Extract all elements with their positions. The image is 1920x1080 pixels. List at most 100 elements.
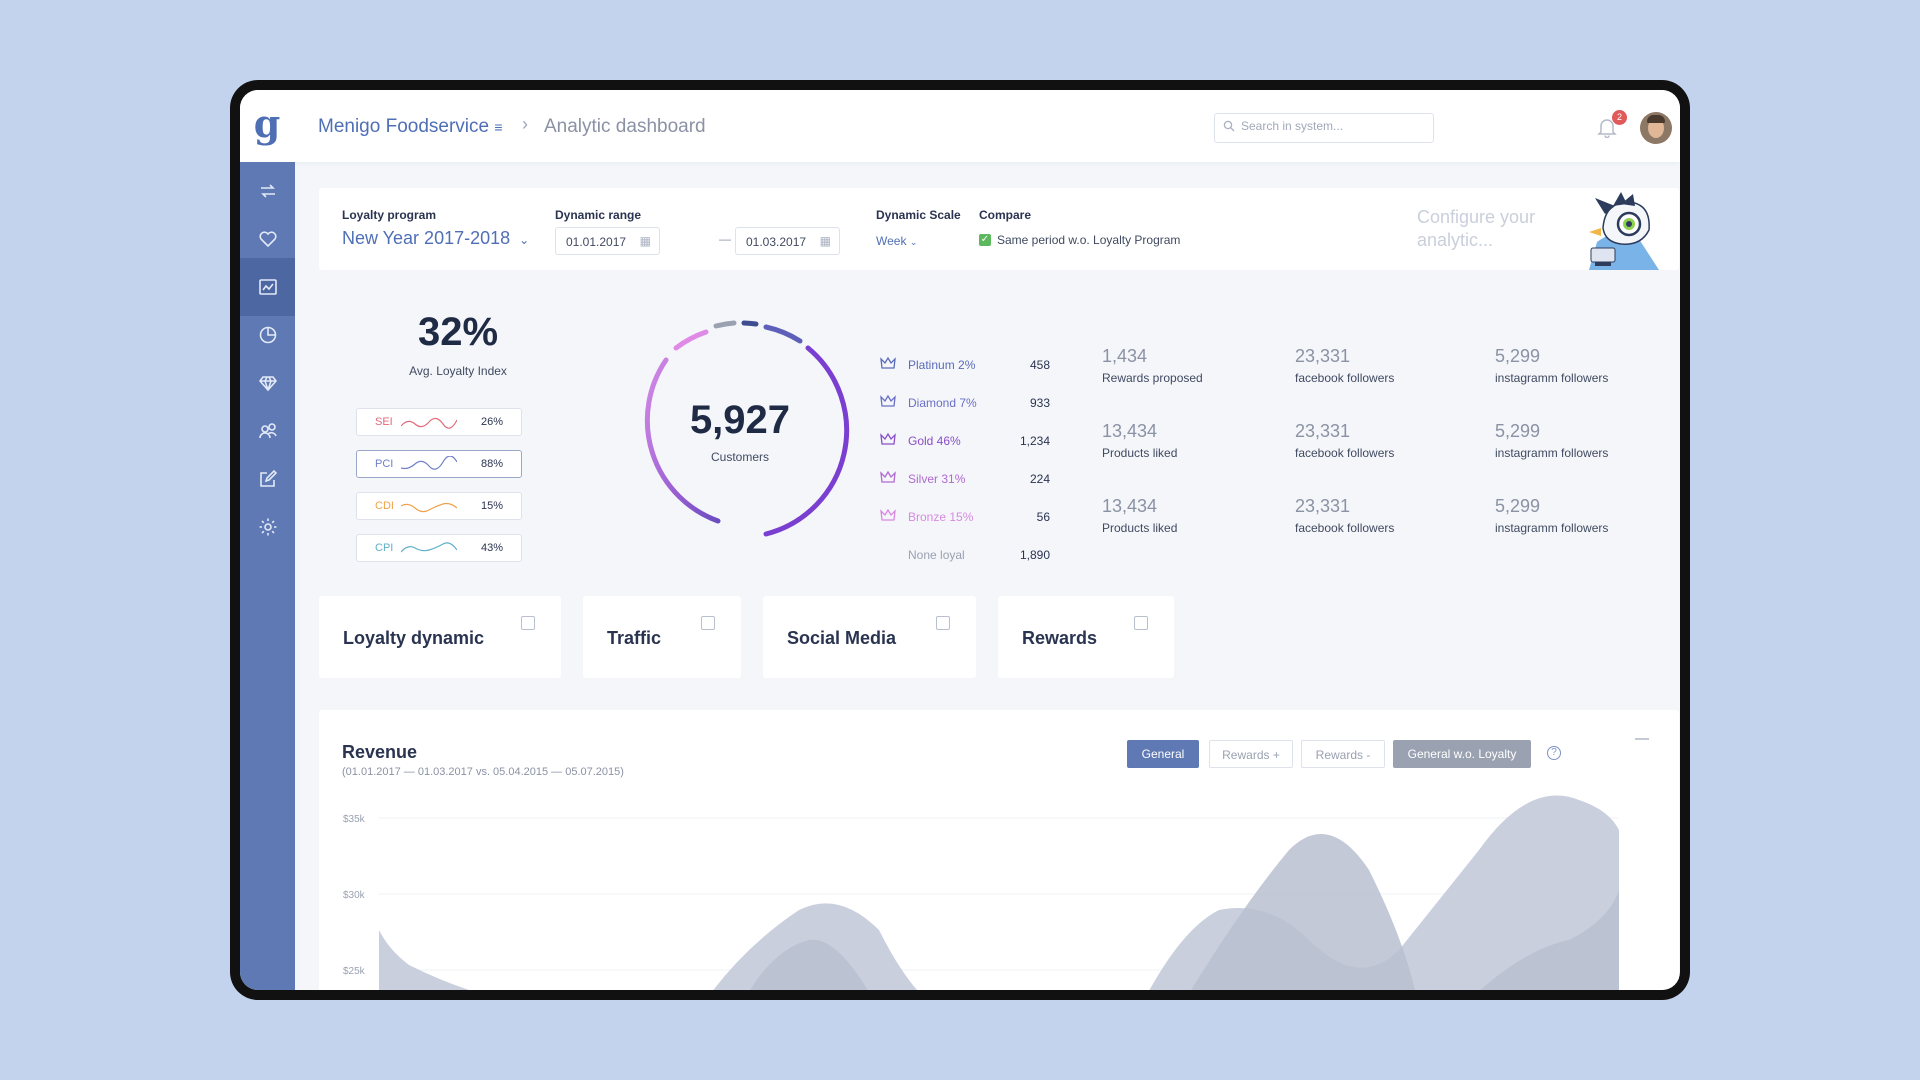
avatar[interactable] [1640, 112, 1672, 144]
sidebar-item-switch[interactable] [240, 162, 295, 220]
sidebar-item-rewards[interactable] [240, 354, 295, 412]
stat-label: Rewards proposed [1102, 371, 1203, 385]
compare-checkbox[interactable]: ✓ [979, 234, 991, 246]
tab-checkbox[interactable] [701, 616, 715, 630]
configure-hint[interactable]: Configure your analytic... [1417, 207, 1536, 250]
stat-item: 5,299 instagramm followers [1495, 346, 1675, 385]
breadcrumb-company[interactable]: Menigo Foodservice ≡ [318, 116, 503, 138]
heart-icon [258, 231, 277, 248]
date-to-value: 01.03.2017 [746, 235, 807, 249]
tab-checkbox[interactable] [521, 616, 535, 630]
sidebar-item-reports[interactable] [240, 306, 295, 364]
sidebar-item-customers[interactable] [240, 402, 295, 460]
stat-item: 23,331 facebook followers [1295, 346, 1475, 385]
edit-icon [259, 469, 277, 487]
date-from-value: 01.01.2017 [566, 235, 627, 249]
stat-value: 23,331 [1295, 496, 1351, 516]
sidebar-item-favorites[interactable] [240, 210, 295, 268]
stat-label: instagramm followers [1495, 521, 1609, 535]
tab-social-media[interactable]: Social Media [763, 596, 976, 678]
tier-count: 1,234 [1019, 434, 1050, 448]
tier-count: 224 [1029, 472, 1050, 486]
stat-label: facebook followers [1295, 521, 1395, 535]
tab-rewards[interactable]: Rewards [998, 596, 1174, 678]
stat-item: 13,434 Products liked [1102, 421, 1282, 460]
index-row-pci[interactable]: PCI 88% [356, 450, 522, 478]
stat-label: facebook followers [1295, 446, 1395, 460]
stat-value: 5,299 [1495, 421, 1541, 441]
filter-general-button[interactable]: General [1127, 740, 1199, 768]
scale-select[interactable]: Week ⌄ [876, 234, 917, 248]
stat-item: 23,331 facebook followers [1295, 421, 1475, 460]
tier-name: Silver 31% [908, 472, 966, 486]
tier-name: None loyal [908, 548, 965, 562]
index-name: CDI [375, 500, 394, 512]
scale-label: Dynamic Scale [876, 208, 961, 222]
tier-count: 933 [1029, 396, 1050, 410]
tab-traffic[interactable]: Traffic [583, 596, 741, 678]
donut-arc-none [713, 320, 737, 329]
index-row-cpi[interactable]: CPI 43% [356, 534, 522, 562]
stat-label: Products liked [1102, 521, 1178, 535]
sidebar-item-settings[interactable] [240, 498, 295, 556]
index-value: 43% [480, 542, 503, 554]
avg-loyalty-value: 32% [417, 310, 499, 354]
stat-value: 5,299 [1495, 346, 1541, 366]
stat-label: Products liked [1102, 446, 1178, 460]
sidebar [240, 162, 295, 990]
chevron-down-icon: ⌄ [519, 233, 530, 247]
donut-arc-main [644, 357, 721, 524]
sidebar-item-analytics[interactable] [240, 258, 295, 316]
date-from-input[interactable]: 01.01.2017 ▦ [555, 227, 660, 255]
calendar-icon: ▦ [639, 234, 651, 248]
sparkline [401, 542, 457, 553]
switch-icon [260, 184, 275, 198]
search-box[interactable] [1214, 113, 1434, 143]
filter-general-wo-loyalty-button[interactable]: General w.o. Loyalty [1393, 740, 1531, 768]
date-to-input[interactable]: 01.03.2017 ▦ [735, 227, 840, 255]
tab-checkbox[interactable] [1134, 616, 1148, 630]
diamond-icon [258, 376, 277, 392]
search-icon [1223, 120, 1235, 135]
stat-label: facebook followers [1295, 371, 1395, 385]
tier-name: Bronze 15% [908, 510, 974, 524]
tier-row: Gold 46% 1,234 [880, 432, 1050, 452]
company-menu-icon: ≡ [494, 119, 503, 135]
stat-value: 13,434 [1102, 421, 1158, 441]
tab-checkbox[interactable] [936, 616, 950, 630]
tab-label: Rewards [1022, 628, 1098, 648]
sidebar-item-edit[interactable] [240, 450, 295, 508]
tier-count: 458 [1029, 358, 1050, 372]
stat-value: 13,434 [1102, 496, 1158, 516]
page-title: Analytic dashboard [544, 116, 706, 137]
program-select[interactable]: New Year 2017-2018 ⌄ [342, 228, 529, 249]
app-logo[interactable]: g [253, 101, 281, 146]
tier-count: 1,890 [1019, 548, 1050, 562]
company-name: Menigo Foodservice [318, 116, 490, 137]
tab-loyalty-dynamic[interactable]: Loyalty dynamic [319, 596, 561, 678]
minimize-icon[interactable] [1635, 738, 1649, 740]
crown-icon [880, 470, 896, 483]
customers-value: 5,927 [689, 398, 791, 442]
compare-text: Same period w.o. Loyalty Program [997, 233, 1181, 247]
index-row-sei[interactable]: SEI 26% [356, 408, 522, 436]
stat-item: 13,434 Products liked [1102, 496, 1282, 535]
filter-rewards-minus-button[interactable]: Rewards - [1301, 740, 1385, 768]
tab-label: Loyalty dynamic [343, 628, 485, 648]
filters-panel: Loyalty program New Year 2017-2018 ⌄ Dyn… [319, 188, 1679, 270]
donut-arc-platinum [741, 320, 759, 327]
index-row-cdi[interactable]: CDI 15% [356, 492, 522, 520]
revenue-subtitle: (01.01.2017 — 01.03.2017 vs. 05.04.2015 … [342, 766, 624, 778]
donut-arc-silver [673, 329, 709, 351]
help-icon[interactable]: ? [1547, 746, 1561, 760]
stat-item: 5,299 instagramm followers [1495, 421, 1675, 460]
compare-label: Compare [979, 208, 1032, 222]
gear-icon [259, 518, 276, 536]
calendar-icon: ▦ [819, 234, 831, 248]
bell-icon[interactable] [1596, 116, 1620, 140]
index-value: 26% [480, 416, 503, 428]
search-input[interactable] [1241, 119, 1426, 133]
users-icon [258, 423, 277, 439]
filter-rewards-plus-button[interactable]: Rewards + [1209, 740, 1293, 768]
range-label: Dynamic range [555, 208, 642, 222]
